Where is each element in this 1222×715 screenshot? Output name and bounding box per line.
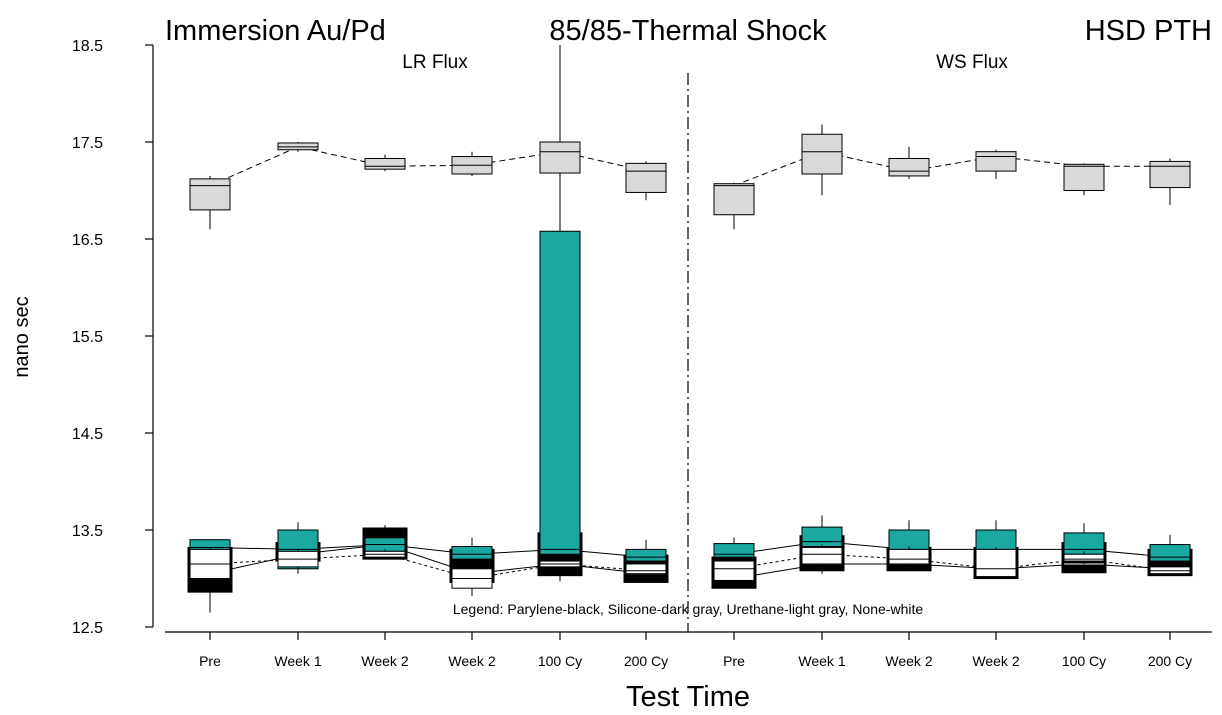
box <box>1063 553 1105 562</box>
x-tick-label: 100 Cy <box>1062 653 1106 669</box>
y-tick-label: 15.5 <box>72 329 103 346</box>
box <box>713 543 755 558</box>
legend-text: Legend: Parylene-black, Silicone-dark gr… <box>453 601 923 617</box>
box <box>539 141 581 174</box>
median-line <box>209 146 647 187</box>
box <box>1149 544 1191 562</box>
y-ticks: 12.5 13.5 14.5 15.5 16.5 17.5 18.5 <box>72 38 153 637</box>
x-tick-label: Week 2 <box>885 653 932 669</box>
y-tick-label: 14.5 <box>72 426 103 443</box>
box <box>1063 163 1105 191</box>
box <box>539 230 581 555</box>
box <box>364 157 406 170</box>
box <box>801 546 843 565</box>
y-tick-label: 13.5 <box>72 523 103 540</box>
box <box>713 183 755 216</box>
y-axis-label: nano sec <box>11 296 33 377</box>
box <box>625 563 667 575</box>
median-line <box>733 151 1170 187</box>
series-urethane <box>189 45 1191 288</box>
chart-marks <box>187 45 1193 613</box>
box <box>1063 532 1105 555</box>
x-tick-label: 200 Cy <box>1148 653 1192 669</box>
panel-left-label: LR Flux <box>402 52 468 73</box>
box <box>888 548 930 565</box>
title-left: Immersion Au/Pd <box>165 15 386 47</box>
box <box>975 151 1017 172</box>
box <box>451 545 493 560</box>
x-tick-label: Week 1 <box>274 653 321 669</box>
series-parylene <box>187 525 1193 593</box>
box <box>625 548 667 562</box>
box <box>625 162 667 193</box>
box <box>888 157 930 177</box>
box <box>189 178 231 211</box>
box <box>1149 160 1191 189</box>
x-tick-label: Pre <box>723 653 745 669</box>
x-axis-label: Test Time <box>626 681 750 713</box>
title-right: HSD PTH <box>1085 15 1212 47</box>
series-silicone <box>189 229 1191 570</box>
box <box>975 548 1017 578</box>
x-ticks: Pre Week 1 Week 2 Week 2 100 Cy 200 Cy Pre Week… <box>199 632 1192 669</box>
box <box>801 133 843 175</box>
x-tick-label: 200 Cy <box>624 653 668 669</box>
y-tick-label: 16.5 <box>72 232 103 249</box>
x-tick-label: Pre <box>199 653 221 669</box>
y-tick-label: 17.5 <box>72 135 103 152</box>
x-tick-label: Week 2 <box>361 653 408 669</box>
x-tick-label: Week 2 <box>448 653 495 669</box>
box <box>801 526 843 547</box>
panel-right-label: WS Flux <box>936 52 1008 73</box>
title-center: 85/85-Thermal Shock <box>549 15 827 47</box>
x-tick-label: Week 2 <box>972 653 1019 669</box>
y-tick-label: 12.5 <box>72 620 103 637</box>
box <box>713 560 755 581</box>
x-tick-label: Week 1 <box>798 653 845 669</box>
x-tick-label: 100 Cy <box>538 653 582 669</box>
y-tick-label: 18.5 <box>72 38 103 55</box>
series-none <box>189 544 1191 613</box>
